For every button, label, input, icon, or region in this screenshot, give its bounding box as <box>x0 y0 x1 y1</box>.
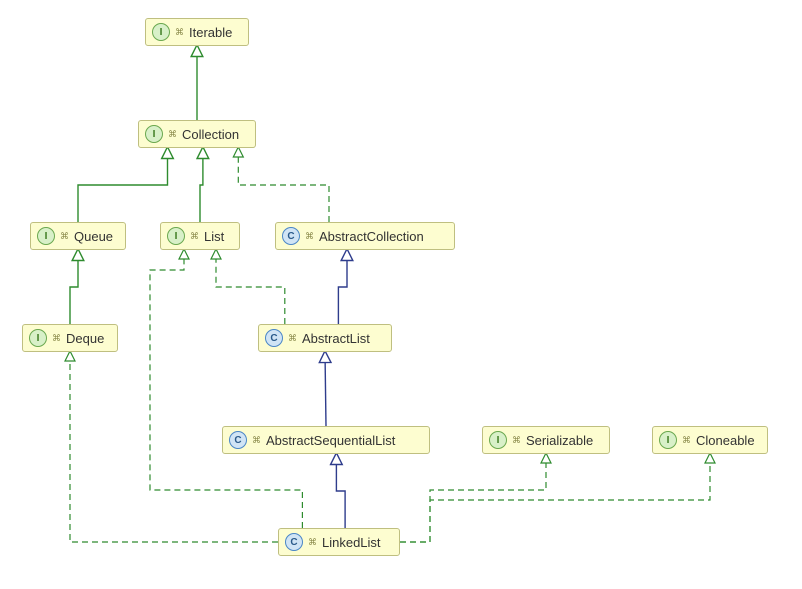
node-label: LinkedList <box>322 535 381 550</box>
edge-deque-queue <box>70 250 78 324</box>
node-queue: I ⌘ Queue <box>30 222 126 250</box>
link-glyph-icon: ⌘ <box>682 435 691 446</box>
edge-layer <box>0 0 802 589</box>
class-icon: C <box>265 329 283 347</box>
node-label: List <box>204 229 224 244</box>
node-cloneable: I ⌘ Cloneable <box>652 426 768 454</box>
edge-asl-abstractlist <box>325 352 326 426</box>
interface-icon: I <box>167 227 185 245</box>
edge-linkedlist-list <box>150 250 302 528</box>
node-linkedlist: C ⌘ LinkedList <box>278 528 400 556</box>
edge-list-collection <box>200 148 203 222</box>
node-iterable: I ⌘ Iterable <box>145 18 249 46</box>
node-abstractsequentiallist: C ⌘ AbstractSequentialList <box>222 426 430 454</box>
interface-icon: I <box>489 431 507 449</box>
node-collection: I ⌘ Collection <box>138 120 256 148</box>
link-glyph-icon: ⌘ <box>288 333 297 344</box>
node-label: Serializable <box>526 433 593 448</box>
link-glyph-icon: ⌘ <box>305 231 314 242</box>
node-label: AbstractCollection <box>319 229 424 244</box>
edge-queue-collection <box>78 148 168 222</box>
link-glyph-icon: ⌘ <box>168 129 177 140</box>
edge-abstractlist-list <box>216 250 285 324</box>
node-label: AbstractList <box>302 331 370 346</box>
link-glyph-icon: ⌘ <box>175 27 184 38</box>
class-icon: C <box>285 533 303 551</box>
node-deque: I ⌘ Deque <box>22 324 118 352</box>
node-label: AbstractSequentialList <box>266 433 395 448</box>
edge-linkedlist-asl <box>336 454 345 528</box>
node-abstractlist: C ⌘ AbstractList <box>258 324 392 352</box>
edge-abstractcollection-collection <box>238 148 329 222</box>
link-glyph-icon: ⌘ <box>190 231 199 242</box>
node-label: Collection <box>182 127 239 142</box>
edge-abstractlist-abstractcollection <box>338 250 347 324</box>
node-label: Queue <box>74 229 113 244</box>
link-glyph-icon: ⌘ <box>308 537 317 548</box>
class-icon: C <box>229 431 247 449</box>
node-list: I ⌘ List <box>160 222 240 250</box>
interface-icon: I <box>152 23 170 41</box>
class-icon: C <box>282 227 300 245</box>
interface-icon: I <box>145 125 163 143</box>
interface-icon: I <box>37 227 55 245</box>
node-abstractcollection: C ⌘ AbstractCollection <box>275 222 455 250</box>
interface-icon: I <box>29 329 47 347</box>
link-glyph-icon: ⌘ <box>512 435 521 446</box>
link-glyph-icon: ⌘ <box>60 231 69 242</box>
node-label: Cloneable <box>696 433 755 448</box>
node-label: Iterable <box>189 25 232 40</box>
link-glyph-icon: ⌘ <box>52 333 61 344</box>
node-label: Deque <box>66 331 104 346</box>
node-serializable: I ⌘ Serializable <box>482 426 610 454</box>
link-glyph-icon: ⌘ <box>252 435 261 446</box>
edge-linkedlist-cloneable <box>400 454 710 542</box>
interface-icon: I <box>659 431 677 449</box>
edge-linkedlist-serializable <box>400 454 546 542</box>
